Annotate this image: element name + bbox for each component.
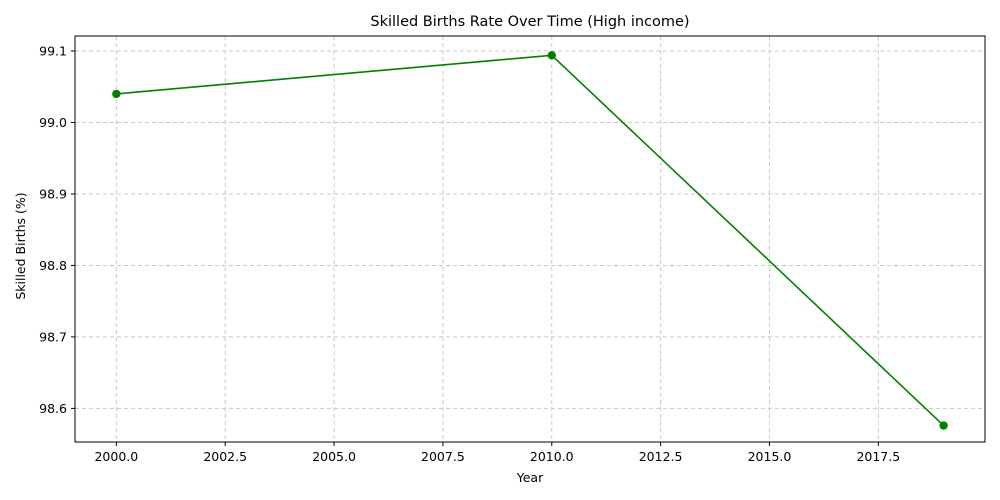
grid-lines — [75, 36, 985, 442]
x-tick-label: 2012.5 — [639, 449, 683, 464]
data-point — [547, 51, 556, 60]
plot-frame — [74, 35, 986, 443]
y-tick-label: 99.1 — [39, 44, 67, 59]
x-tick-label: 2005.0 — [312, 449, 356, 464]
x-tick-label: 2017.5 — [856, 449, 900, 464]
y-tick-label: 99.0 — [39, 115, 67, 130]
x-tick-label: 2000.0 — [94, 449, 138, 464]
x-tick-label: 2007.5 — [421, 449, 465, 464]
y-tick-label: 98.9 — [39, 186, 67, 201]
x-axis-label: Year — [516, 470, 544, 485]
data-point — [939, 421, 948, 430]
x-tick-label: 2010.0 — [530, 449, 574, 464]
y-tick-label: 98.6 — [39, 401, 67, 416]
x-tick-label: 2002.5 — [203, 449, 247, 464]
y-tick-label: 98.8 — [39, 258, 67, 273]
y-axis-label: Skilled Births (%) — [13, 192, 28, 299]
x-tick-label: 2015.0 — [748, 449, 792, 464]
data-point — [112, 89, 121, 99]
y-axis-ticks: 98.6 98.7 98.8 98.9 99.0 99.1 — [39, 44, 75, 416]
x-axis-ticks: 2000.0 2002.5 2005.0 2007.5 2010.0 2012.5 2015… — [94, 442, 900, 464]
chart-title: Skilled Births Rate Over Time (High inco… — [370, 14, 689, 30]
y-tick-label: 98.7 — [39, 329, 67, 344]
series-layer — [112, 51, 948, 430]
